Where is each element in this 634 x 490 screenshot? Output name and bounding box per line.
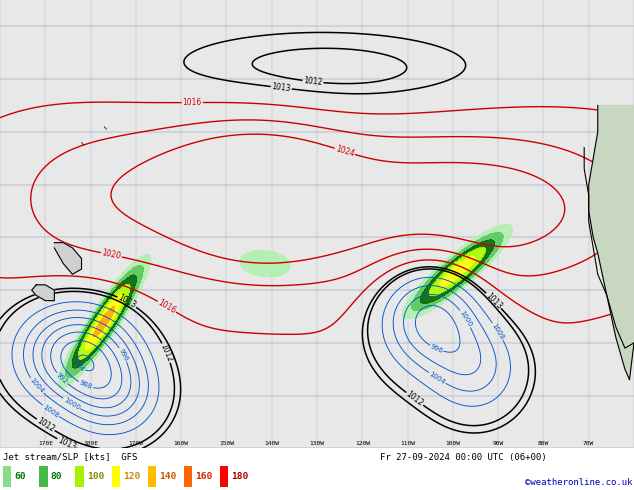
Text: 1016: 1016 — [183, 98, 202, 107]
Text: Fr 27-09-2024 00:00 UTC (06+00): Fr 27-09-2024 00:00 UTC (06+00) — [380, 453, 547, 462]
Text: 1013: 1013 — [56, 436, 77, 452]
Text: 1016: 1016 — [156, 298, 178, 316]
Text: 1013: 1013 — [117, 293, 138, 310]
Polygon shape — [55, 243, 82, 274]
Text: 984: 984 — [73, 358, 86, 373]
Text: 1008: 1008 — [42, 403, 60, 418]
Text: 120W: 120W — [355, 441, 370, 446]
Text: 996: 996 — [430, 343, 444, 354]
Text: 80: 80 — [51, 472, 62, 481]
Bar — [220, 466, 228, 487]
Text: 1012: 1012 — [404, 390, 425, 408]
Text: 80W: 80W — [538, 441, 549, 446]
Text: 180E: 180E — [83, 441, 98, 446]
Text: 110W: 110W — [400, 441, 415, 446]
Text: 70W: 70W — [583, 441, 594, 446]
Text: 992: 992 — [55, 372, 69, 386]
Text: 170E: 170E — [38, 441, 53, 446]
Text: 120: 120 — [123, 472, 140, 481]
Text: 996: 996 — [117, 347, 129, 362]
Bar — [39, 466, 48, 487]
Text: 1020: 1020 — [101, 248, 122, 261]
Bar — [112, 466, 120, 487]
Text: 1008: 1008 — [491, 322, 505, 341]
Text: 170W: 170W — [128, 441, 143, 446]
Text: 60: 60 — [15, 472, 26, 481]
Text: 1012: 1012 — [158, 343, 174, 364]
Bar — [184, 466, 192, 487]
Text: 160W: 160W — [174, 441, 189, 446]
Text: 988: 988 — [79, 380, 93, 391]
Text: Jet stream/SLP [kts]  GFS: Jet stream/SLP [kts] GFS — [3, 453, 138, 462]
Text: 1024: 1024 — [334, 144, 355, 159]
Text: 1000: 1000 — [458, 310, 473, 328]
Polygon shape — [32, 285, 55, 301]
Text: ©weatheronline.co.uk: ©weatheronline.co.uk — [525, 478, 633, 487]
Text: 90W: 90W — [493, 441, 504, 446]
Text: 1013: 1013 — [271, 82, 292, 94]
Text: 1004: 1004 — [29, 377, 44, 394]
Text: 130W: 130W — [309, 441, 325, 446]
Bar — [148, 466, 156, 487]
Bar — [3, 466, 11, 487]
Text: 160: 160 — [195, 472, 212, 481]
Text: 1004: 1004 — [428, 371, 446, 386]
Bar — [75, 466, 84, 487]
Text: 140: 140 — [159, 472, 176, 481]
Text: 140W: 140W — [264, 441, 279, 446]
Text: 150W: 150W — [219, 441, 234, 446]
Text: 100: 100 — [87, 472, 104, 481]
Text: 1012: 1012 — [35, 416, 56, 434]
Text: 1000: 1000 — [62, 396, 81, 411]
Polygon shape — [589, 105, 634, 380]
Text: 1012: 1012 — [303, 76, 323, 87]
Text: 180: 180 — [231, 472, 249, 481]
Text: 1013: 1013 — [484, 291, 503, 311]
Text: 100W: 100W — [445, 441, 460, 446]
